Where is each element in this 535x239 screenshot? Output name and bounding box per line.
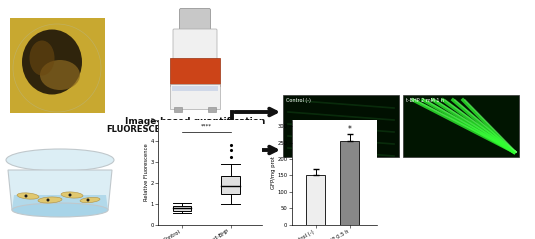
Text: *: * [348,125,351,134]
Ellipse shape [25,195,27,197]
Ellipse shape [80,197,100,203]
FancyBboxPatch shape [403,95,519,157]
Ellipse shape [40,60,80,90]
Ellipse shape [6,149,114,171]
Ellipse shape [29,40,55,76]
Ellipse shape [17,193,39,199]
FancyBboxPatch shape [221,176,240,194]
FancyBboxPatch shape [173,206,192,211]
Text: Image-based quantification: Image-based quantification [125,117,265,126]
Text: Control (-): Control (-) [286,98,311,103]
FancyBboxPatch shape [208,107,216,112]
Ellipse shape [22,29,82,94]
Text: ****: **** [201,124,212,129]
Text: FLUORESCENT: FLUORESCENT [106,125,173,135]
FancyBboxPatch shape [170,84,220,109]
Y-axis label: Relative Fluorescence: Relative Fluorescence [144,143,149,201]
Y-axis label: GFP/mg prot: GFP/mg prot [271,156,276,189]
Bar [306,175,325,225]
FancyBboxPatch shape [170,58,220,86]
Polygon shape [12,195,108,210]
FancyBboxPatch shape [10,18,105,113]
Text: t-BHP 2 mM 1 h: t-BHP 2 mM 1 h [406,98,444,103]
Ellipse shape [12,203,108,217]
FancyBboxPatch shape [180,9,210,33]
FancyBboxPatch shape [172,86,218,91]
Ellipse shape [68,194,72,196]
FancyBboxPatch shape [173,29,217,61]
Ellipse shape [38,197,62,203]
Ellipse shape [87,199,89,201]
Ellipse shape [47,199,50,201]
Bar [340,141,359,225]
Ellipse shape [61,192,83,198]
FancyBboxPatch shape [174,107,182,112]
FancyBboxPatch shape [283,95,399,157]
Polygon shape [8,170,112,210]
